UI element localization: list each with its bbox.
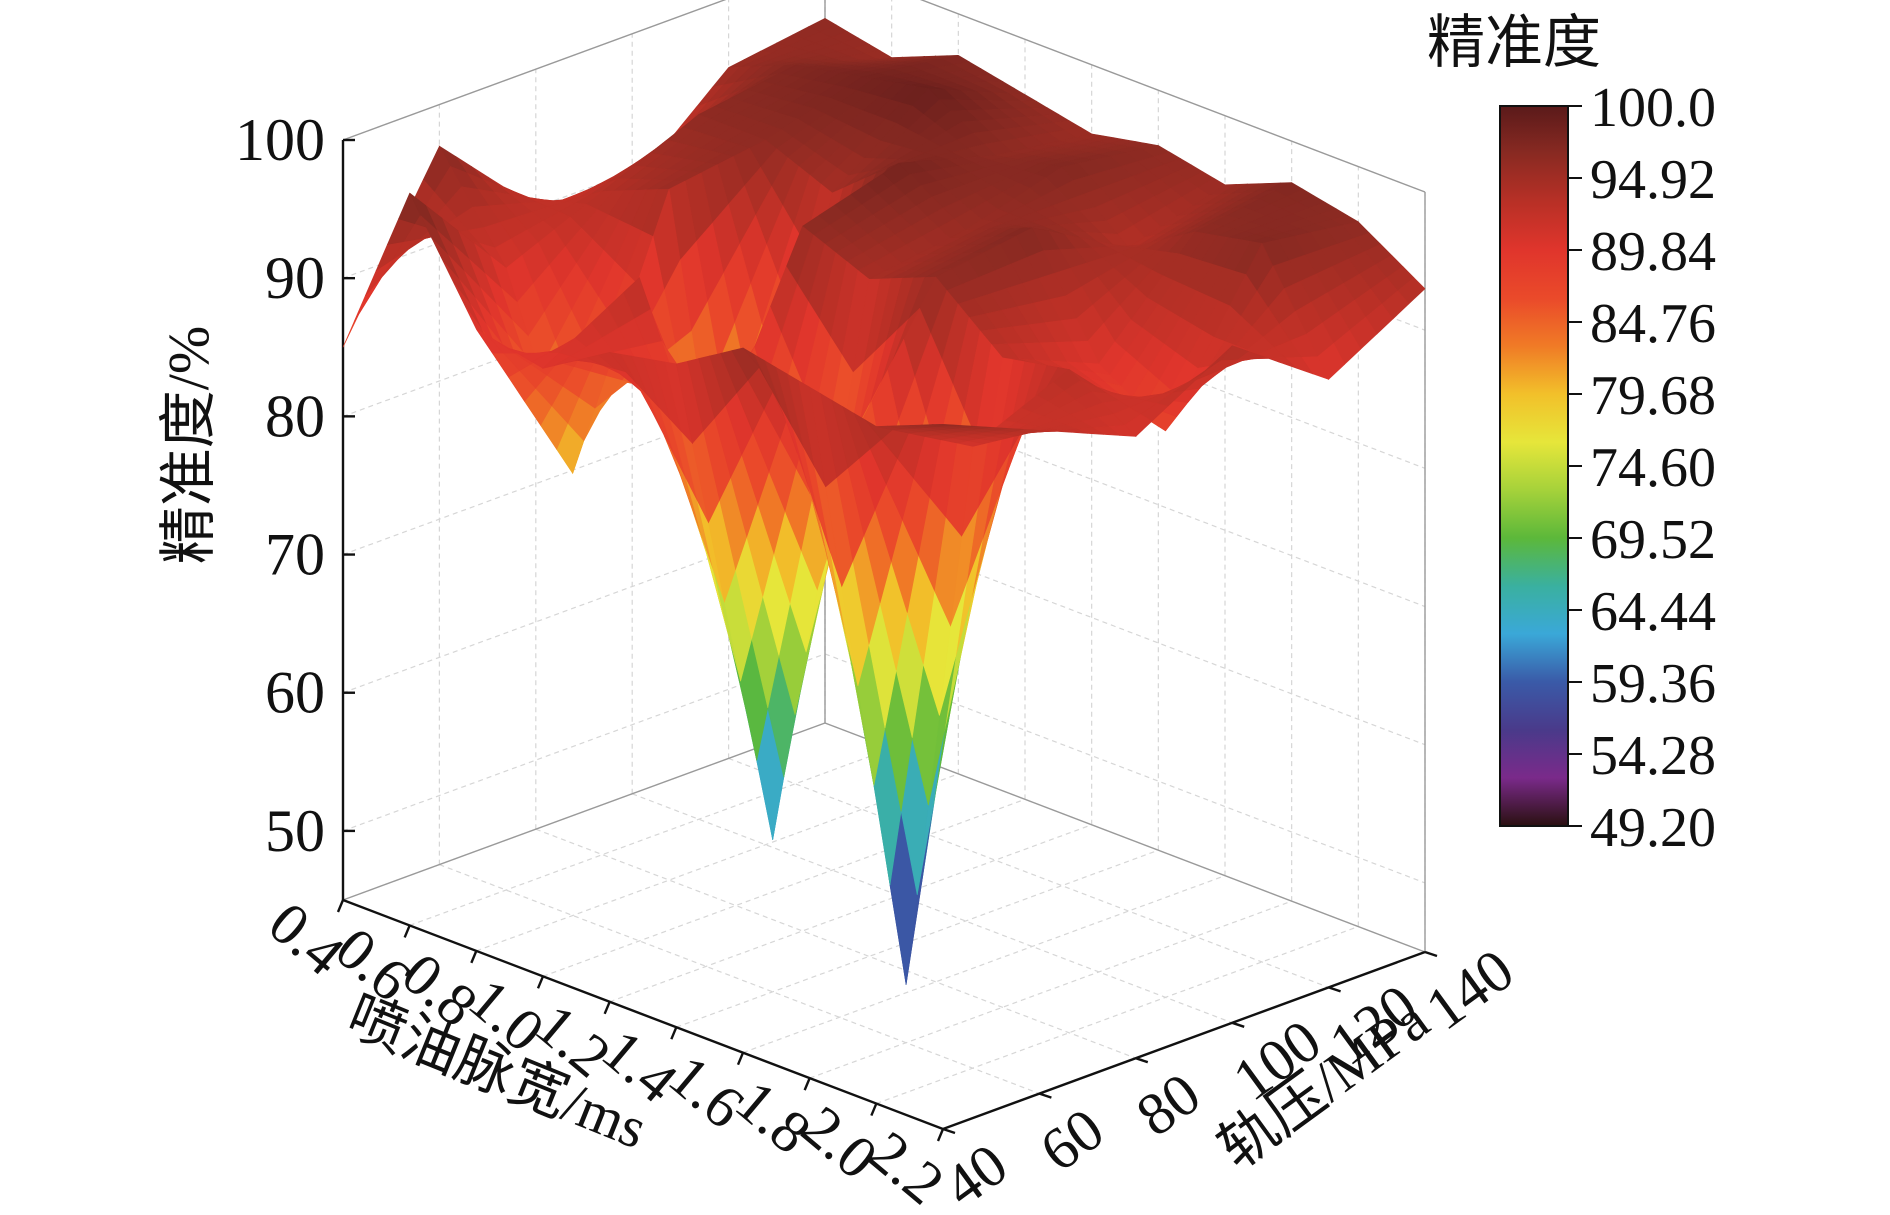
z-axis-title: 精准度/% (156, 326, 221, 564)
colorbar-tick-label: 69.52 (1590, 509, 1716, 571)
colorbar-tick-label: 79.68 (1590, 365, 1716, 427)
gridline-right-wall-z (824, 376, 1426, 608)
x-tick-mark (403, 924, 411, 938)
gridline-floor-x (742, 875, 1226, 1054)
y-tick-label: 40 (932, 1131, 1019, 1215)
colorbar-tick-label: 84.76 (1590, 293, 1716, 355)
gridline-floor-x (676, 849, 1159, 1028)
gridline-floor-y (728, 757, 1329, 988)
surface-patch (353, 277, 382, 322)
colorbar-gradient (1499, 105, 1569, 827)
gridline-right-wall-z (824, 515, 1426, 746)
surface-patch (342, 295, 371, 348)
gridline-right-wall-z (824, 238, 1426, 469)
x-tick-mark (736, 1052, 745, 1066)
gridline-right-wall-z (824, 653, 1426, 884)
y-tick-mark (1039, 1092, 1052, 1099)
z-tick-label: 70 (265, 522, 325, 588)
gridline-floor-x (876, 925, 1359, 1105)
box-edge (342, 722, 826, 901)
x-tick-mark (870, 1103, 878, 1117)
colorbar-tick-label: 100.0 (1590, 77, 1716, 139)
x-tick-mark (936, 1128, 945, 1142)
y-tick-mark (942, 1127, 956, 1135)
colorbar-tick-label: 64.44 (1590, 581, 1716, 643)
x-tick-mark (670, 1026, 678, 1040)
x-tick-mark (470, 950, 478, 964)
x-axis-line (342, 898, 944, 1131)
gridline-floor-y (439, 864, 1040, 1095)
gridline-floor-x (409, 747, 892, 927)
y-tick-mark (1424, 950, 1438, 958)
colorbar-tick-label: 54.28 (1590, 725, 1716, 787)
z-tick-label: 90 (265, 245, 325, 311)
colorbar-tick-label: 94.92 (1590, 149, 1716, 211)
gridline-floor-y (631, 793, 1233, 1024)
x-tick-mark (803, 1077, 811, 1091)
surface-mesh (342, 17, 1426, 985)
z-tick-label: 80 (265, 383, 325, 449)
colorbar-tick-label: 89.84 (1590, 221, 1716, 283)
z-tick-label: 100 (235, 107, 325, 173)
colorbar-tick-label: 74.60 (1590, 437, 1716, 499)
y-tick-mark (1135, 1057, 1149, 1064)
y-tick-label: 80 (1125, 1060, 1212, 1149)
y-axis-line (942, 950, 1426, 1131)
z-tick-label: 60 (265, 660, 325, 726)
gridline-floor-x (542, 798, 1026, 977)
gridline-floor-y (535, 828, 1137, 1059)
colorbar-tick-label: 59.36 (1590, 653, 1716, 715)
gridline-floor-x (809, 900, 1292, 1079)
gridline-floor-x (609, 824, 1092, 1003)
x-tick-mark (336, 899, 345, 913)
z-tick-label: 50 (265, 798, 325, 864)
colorbar-title: 精准度 (1427, 10, 1601, 75)
y-tick-mark (1231, 1021, 1245, 1028)
box-edge (919, 0, 1426, 193)
surface-patch (931, 423, 960, 427)
x-tick-mark (603, 1001, 611, 1015)
y-tick-mark (1328, 986, 1341, 993)
y-tick-label: 60 (1028, 1095, 1115, 1184)
x-tick-mark (536, 975, 545, 989)
colorbar-tick-label: 49.20 (1590, 797, 1716, 859)
box-edge (342, 0, 727, 141)
